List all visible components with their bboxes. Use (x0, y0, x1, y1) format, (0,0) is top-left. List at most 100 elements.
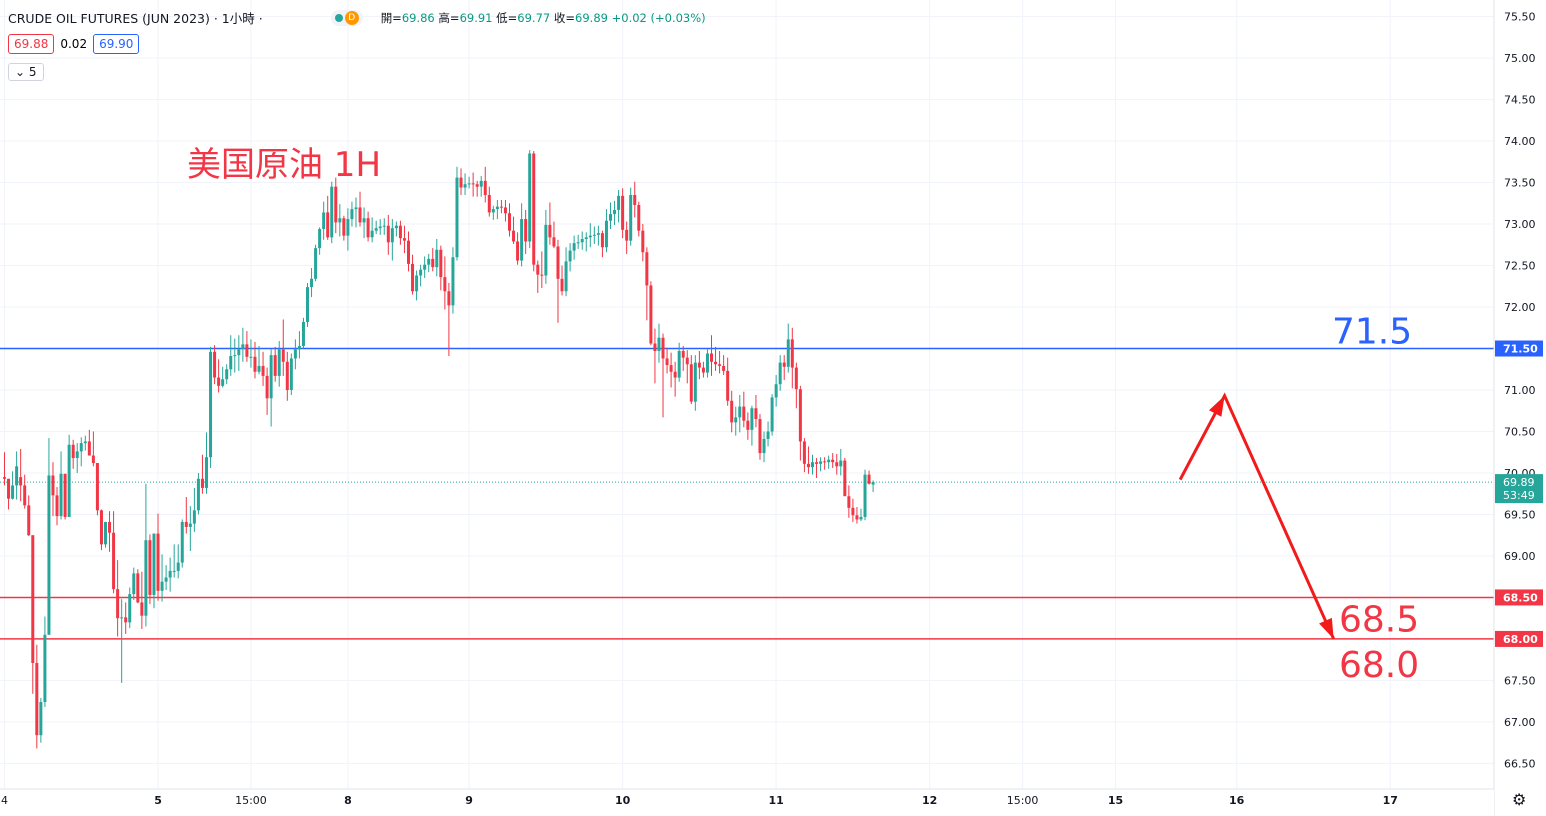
candle-body (104, 521, 107, 545)
candle-body (378, 226, 382, 229)
price-tick-label: 75.50 (1504, 11, 1536, 24)
candle-body (770, 397, 774, 432)
price-tick-label: 73.00 (1504, 218, 1536, 231)
candle-body (843, 460, 847, 497)
price-tick-label: 67.00 (1504, 716, 1536, 729)
time-tick-label: 11 (768, 794, 783, 807)
candle-body (342, 218, 346, 236)
candle-body (411, 263, 415, 292)
candle-body (499, 206, 503, 208)
time-axis[interactable]: 4 5 15:00 8 9 10 11 12 15:00 15 16 17 (0, 788, 1494, 816)
buy-price-button[interactable]: 69.90 (93, 34, 140, 54)
candle-body (382, 225, 386, 227)
candle-body (265, 375, 269, 399)
candle-body (835, 462, 839, 467)
candle-body (233, 355, 237, 357)
symbol-legend: CRUDE OIL FUTURES (JUN 2023) · 1小時 · D 開… (8, 8, 706, 27)
candle-body (172, 570, 176, 572)
candle-body (156, 533, 160, 591)
candle-body (188, 523, 192, 527)
candle-body (15, 466, 19, 486)
candle-body (398, 225, 402, 239)
candle-body (697, 362, 701, 368)
candle-body (762, 438, 766, 454)
spread-value: 0.02 (60, 37, 88, 51)
candle-body (532, 153, 536, 265)
candle-body (318, 229, 322, 249)
candle-body (451, 257, 455, 306)
candle-body (710, 353, 713, 362)
candle-body (503, 207, 507, 214)
candle-body (641, 230, 645, 253)
candle-body (11, 485, 15, 499)
candle-body (370, 230, 374, 238)
candle-body (815, 462, 819, 464)
candle-body (386, 225, 390, 243)
candle-body (75, 451, 79, 459)
candle-body (91, 455, 95, 464)
candle-body (823, 461, 827, 463)
candle-body (358, 207, 362, 223)
candle-body (637, 204, 641, 231)
candle-body (200, 478, 204, 488)
level-axis-label: 71.50 (1503, 343, 1538, 356)
candle-body (269, 355, 273, 399)
candle-body (734, 417, 738, 423)
level-axis-label: 68.50 (1503, 591, 1538, 604)
candle-body (459, 177, 463, 188)
candle-body (281, 349, 285, 362)
candle-body (794, 367, 798, 390)
candle-body (855, 515, 859, 520)
candle-body (742, 406, 746, 421)
low-value: 69.77 (517, 10, 551, 25)
level-label-68.50: 68.5 (1339, 599, 1419, 640)
symbol-title[interactable]: CRUDE OIL FUTURES (JUN 2023) · 1小時 · (8, 11, 263, 26)
market-status[interactable]: D (330, 9, 363, 26)
price-tick-label: 75.00 (1504, 52, 1536, 65)
price-tick-label: 66.50 (1504, 757, 1536, 770)
price-tick-label: 67.50 (1504, 674, 1536, 687)
candle-body (390, 228, 394, 243)
time-tick-label: 10 (615, 794, 631, 807)
candle-body (738, 406, 742, 418)
candle-body (394, 225, 398, 229)
candle-body (112, 532, 116, 590)
candle-body (128, 594, 132, 623)
candle-body (560, 278, 564, 292)
bid-ask-row: 69.88 0.02 69.90 (8, 34, 140, 54)
candle-body (701, 367, 705, 373)
candle-body (568, 250, 572, 262)
price-tick-label: 69.00 (1504, 550, 1536, 563)
gear-icon[interactable]: ⚙ (1512, 790, 1527, 809)
candle-body (301, 321, 305, 347)
price-axis[interactable]: 66.5067.0067.5068.0068.5069.0069.5070.00… (1493, 0, 1546, 816)
candle-body (625, 229, 629, 241)
candle-body (67, 444, 71, 517)
candle-body (277, 349, 281, 376)
indicator-toggle[interactable]: ⌄ 5 (8, 63, 44, 81)
candle-body (495, 206, 499, 210)
candle-body (23, 485, 27, 506)
candle-body (99, 510, 103, 545)
sell-price-button[interactable]: 69.88 (8, 34, 55, 54)
candle-body (847, 496, 851, 508)
candle-body (120, 617, 124, 619)
open-value: 69.86 (401, 10, 435, 25)
low-label: 低= (496, 10, 518, 25)
candle-body (516, 241, 520, 261)
candle-body (225, 369, 229, 380)
arrow-head-icon (1209, 395, 1225, 417)
candle-body (402, 238, 406, 241)
candle-body (839, 460, 843, 467)
candle-body (548, 224, 552, 238)
candle-body (774, 384, 778, 398)
candle-body (786, 339, 790, 367)
high-label: 高= (438, 10, 460, 25)
time-tick-label: 15 (1108, 794, 1123, 807)
candle-body (617, 195, 621, 210)
price-tick-label: 74.00 (1504, 135, 1536, 148)
candle-body (407, 240, 410, 264)
level-axis-tag (1495, 630, 1543, 647)
time-tick-label: 4 (1, 794, 8, 807)
